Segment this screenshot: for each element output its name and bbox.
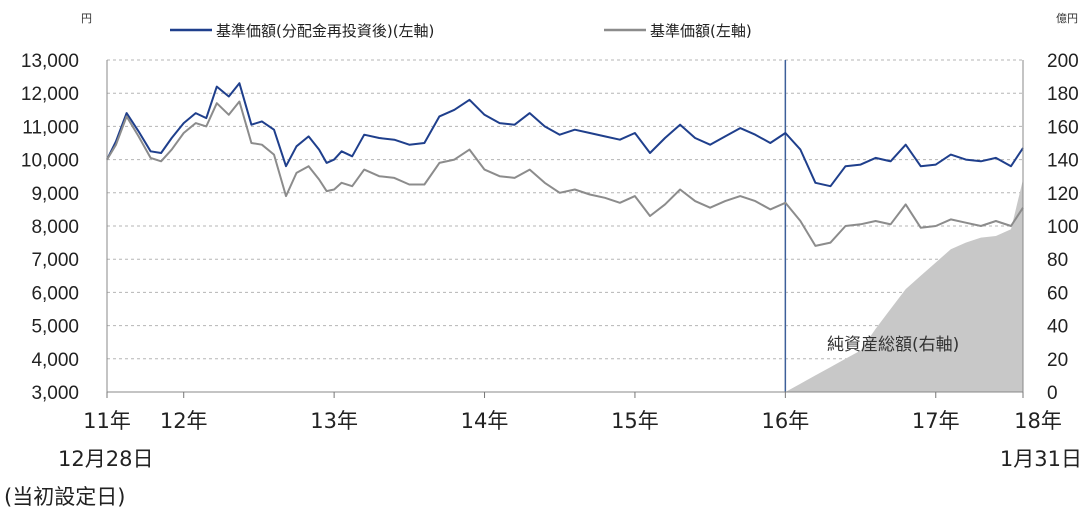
- legend-label-nav: 基準価額(左軸): [650, 22, 752, 40]
- right-axis-ticks: 0 20 40 60 80 100 120 140 160 180 200: [1047, 51, 1079, 404]
- legend-label-reinvested: 基準価額(分配金再投資後)(左軸): [216, 22, 434, 40]
- right-tick-label: 80: [1047, 250, 1068, 271]
- right-axis-unit: 億円: [1056, 12, 1078, 25]
- x-axis-ticks: 11年 12月28日 (当初設定日) 12年 13年 14年 15年 16年 17年 18年 1月3…: [4, 392, 1082, 509]
- left-axis-unit: 円: [81, 12, 92, 25]
- x-tick-label: 16年: [761, 409, 809, 433]
- x-tick-label: 12年: [160, 409, 208, 433]
- x-tick-label: 15年: [611, 409, 659, 433]
- x-tick-label: 17年: [912, 409, 960, 433]
- right-tick-label: 100: [1047, 217, 1079, 238]
- x-tick-label: 11年: [83, 409, 131, 433]
- net-assets-annotation: 純資産総額(右軸): [827, 335, 959, 355]
- left-tick-label: 8,000: [31, 217, 79, 238]
- net-assets-area: [785, 179, 1023, 392]
- legend: 基準価額(分配金再投資後)(左軸) 基準価額(左軸): [170, 22, 752, 40]
- left-tick-label: 7,000: [31, 250, 79, 271]
- left-tick-label: 4,000: [31, 350, 79, 371]
- right-tick-label: 140: [1047, 151, 1079, 172]
- left-axis-ticks: 3,000 4,000 5,000 6,000 7,000 8,000 9,000 10,00…: [21, 51, 79, 404]
- gridlines: [107, 59, 1023, 360]
- plot-area: [106, 59, 1024, 393]
- right-tick-label: 60: [1047, 283, 1068, 304]
- x-tick-label: 12月28日: [58, 447, 153, 471]
- left-tick-label: 13,000: [21, 51, 79, 72]
- series-line-reinvested-nav: [106, 82, 1024, 188]
- x-tick-label: (当初設定日): [4, 485, 125, 509]
- series-lines-layer: [106, 82, 1024, 247]
- series-line-nav: [106, 100, 1024, 247]
- net-assets-area-layer: [785, 179, 1023, 392]
- right-tick-label: 40: [1047, 317, 1068, 338]
- x-tick-label: 1月31日: [1000, 447, 1082, 471]
- left-tick-label: 3,000: [31, 383, 79, 404]
- x-tick-label: 14年: [461, 409, 509, 433]
- axis-lines: [106, 60, 1024, 393]
- left-tick-label: 5,000: [31, 317, 79, 338]
- right-tick-label: 160: [1047, 117, 1079, 138]
- left-tick-label: 10,000: [21, 151, 79, 172]
- right-tick-label: 200: [1047, 51, 1079, 72]
- right-tick-label: 180: [1047, 84, 1079, 105]
- left-tick-label: 9,000: [31, 184, 79, 205]
- x-tick-label: 18年: [1014, 409, 1062, 433]
- x-tick-label: 13年: [310, 409, 358, 433]
- right-tick-label: 20: [1047, 350, 1068, 371]
- left-tick-label: 11,000: [22, 117, 79, 138]
- left-tick-label: 12,000: [21, 84, 79, 105]
- left-tick-label: 6,000: [31, 283, 79, 304]
- right-tick-label: 120: [1047, 184, 1079, 205]
- right-tick-label: 0: [1047, 383, 1058, 404]
